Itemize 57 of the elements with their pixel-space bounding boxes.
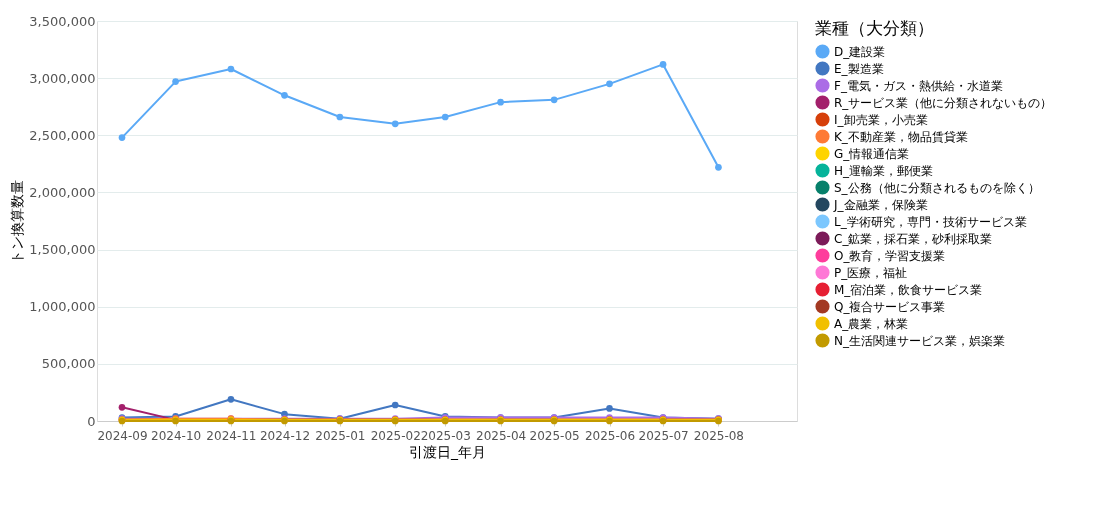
point [118,403,126,411]
point [391,401,399,409]
legend-label: L_学術研究，専門・技術サービス業 [834,214,1027,229]
legend-label: Q_複合サービス事業 [834,299,946,314]
y-tick-label: 1,000,000 [29,299,96,315]
x-tick-label: 2025-02 [370,428,421,443]
point [227,395,235,403]
legend-label: C_鉱業，採石業，砂利採取業 [834,231,993,246]
x-tick-label: 2025-06 [584,428,636,443]
y-tick-label: 2,000,000 [29,184,96,200]
legend-label: N_生活関連サービス業，娯楽業 [834,333,1005,348]
x-tick-label: 2024-11 [206,428,257,443]
x-tick-label: 2025-01 [315,428,366,443]
y-tick-label: 1,500,000 [29,242,96,258]
point [606,80,613,88]
legend-label: G_情報通信業 [834,146,910,161]
point [550,96,558,104]
x-tick-label: 2025-05 [529,428,580,443]
legend-label: A_農業，林業 [834,316,909,331]
legend-label: D_建設業 [834,44,886,59]
y-axis-title: トン換算数量 [9,179,26,264]
point [391,120,399,128]
legend-label: R_サービス業（他に分類されないもの） [834,95,1053,110]
y-tick-label: 3,500,000 [29,13,96,29]
point [441,113,449,121]
point [659,61,667,68]
x-tick-label: 2025-08 [693,428,744,443]
y-tick-label: 3,000,000 [29,70,96,86]
legend-label: M_宿泊業，飲食サービス業 [834,282,983,297]
x-tick-label: 2025-07 [638,428,689,443]
x-tick-label: 2025-03 [420,428,471,443]
y-tick-label: 2,500,000 [29,127,96,143]
legend-label: E_製造業 [834,61,884,76]
point [118,134,126,141]
legend-label: O_教育，学習支援業 [834,248,946,263]
point [227,65,235,73]
x-tick-label: 2024-09 [97,428,148,443]
x-tick-label: 2025-04 [476,428,527,443]
legend-label: I_卸売業，小売業 [834,112,928,127]
point [336,113,344,121]
point [715,163,722,171]
y-tick-label: 500,000 [41,356,96,372]
y-tick-label: 0 [87,413,96,429]
legend-label: F_電気・ガス・熱供給・水道業 [834,78,1003,93]
legend-label: J_金融業，保険業 [833,197,928,212]
point [606,405,613,412]
legend-label: K_不動産業，物品賃貸業 [834,129,968,144]
legend-label: P_医療，福祉 [834,265,908,280]
legend-title: 業種（大分類） [815,18,934,38]
x-axis-title: 引渡日_年月 [409,443,486,460]
point [497,98,504,106]
legend-label: S_公務（他に分類されるものを除く） [834,180,1040,195]
point [172,78,179,85]
x-tick-label: 2024-12 [259,428,311,443]
legend-label: H_運輸業，郵便業 [834,163,934,178]
point [281,91,288,99]
x-tick-label: 2024-10 [151,428,202,443]
